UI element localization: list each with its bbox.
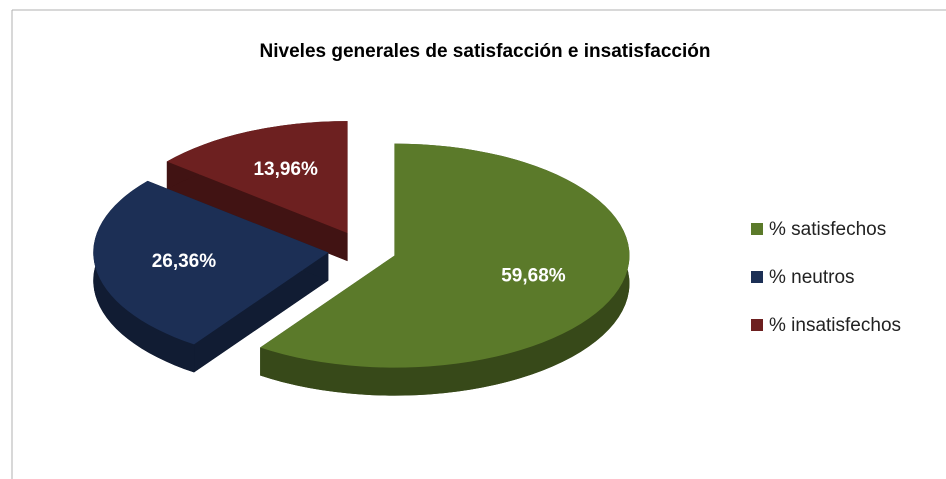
legend-label: % satisfechos	[769, 219, 886, 240]
data-label: 13,96%	[253, 159, 318, 180]
legend-swatch	[751, 271, 763, 283]
slice-side	[166, 161, 348, 262]
slice	[166, 121, 348, 234]
slice	[260, 143, 630, 368]
slice-side	[260, 143, 630, 396]
data-label: 59,68%	[501, 265, 566, 286]
data-label: 26,36%	[152, 251, 217, 272]
legend-label: % neutros	[769, 267, 855, 288]
chart-title: Niveles generales de satisfacción e insa…	[260, 41, 711, 62]
legend-label: % insatisfechos	[769, 315, 901, 336]
slice-side	[194, 252, 329, 373]
legend-swatch	[751, 223, 763, 235]
legend-swatch	[751, 319, 763, 331]
slice	[93, 180, 329, 345]
